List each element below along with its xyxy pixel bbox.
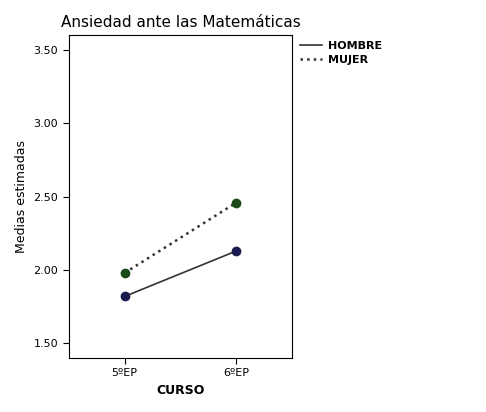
Legend: HOMBRE, MUJER: HOMBRE, MUJER <box>300 41 382 66</box>
X-axis label: CURSO: CURSO <box>156 384 205 397</box>
Title: Ansiedad ante las Matemáticas: Ansiedad ante las Matemáticas <box>61 15 300 30</box>
Y-axis label: Medias estimadas: Medias estimadas <box>15 140 28 253</box>
